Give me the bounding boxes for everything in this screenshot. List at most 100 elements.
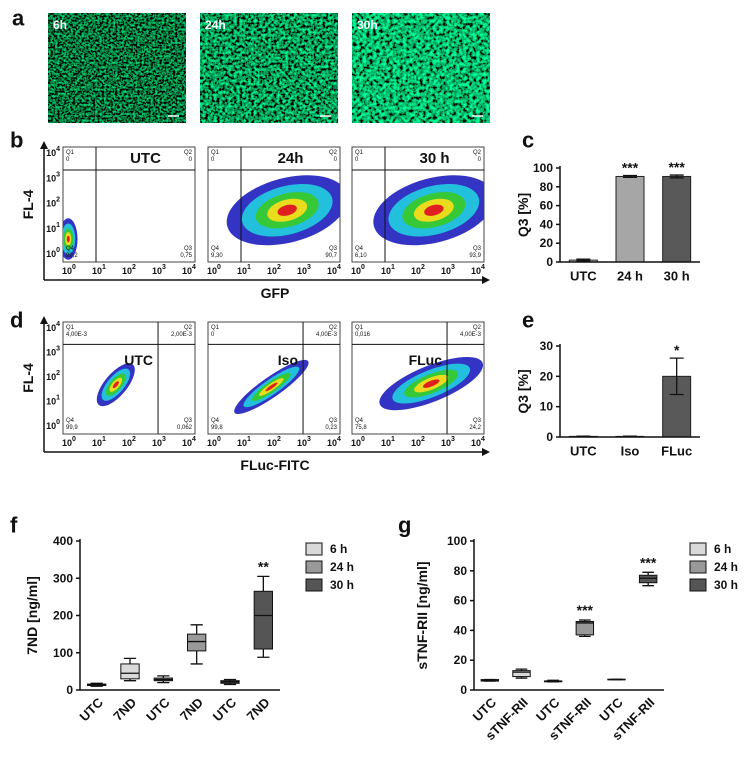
category-label: 7ND [244, 695, 273, 724]
tick-base: 10 [267, 438, 277, 448]
category-label: 30 h [664, 269, 690, 284]
image-label: 24h [205, 18, 226, 32]
tick-base: 10 [297, 438, 307, 448]
tick-base: 10 [46, 323, 56, 333]
error-bar [623, 174, 637, 179]
quadrant-value: 0 [189, 157, 193, 163]
density [226, 175, 340, 246]
tick-exponent: 4 [192, 264, 196, 271]
tick-base: 10 [471, 266, 481, 276]
panel-label: b [10, 128, 23, 153]
y-tick-label: 0 [66, 683, 73, 697]
quadrant-name: Q2 [329, 150, 338, 156]
quadrant-name: Q3 [473, 418, 482, 424]
tick-base: 10 [46, 173, 56, 183]
quadrant-value: 2,00E-3 [171, 332, 193, 338]
box [120, 663, 140, 680]
box [187, 633, 207, 652]
tick-base: 10 [441, 266, 451, 276]
y-tick-label: 10 [540, 400, 554, 414]
tick-exponent: 3 [162, 436, 166, 443]
panel-label: g [398, 513, 411, 538]
quadrant-value: 90,7 [325, 253, 337, 259]
tick-exponent: 2 [56, 196, 60, 203]
x-tick-label: 103 [441, 436, 455, 449]
significance: *** [577, 602, 594, 618]
x-axis-label: GFP [261, 285, 290, 301]
legend-label: 30 h [714, 578, 738, 592]
tick-base: 10 [471, 438, 481, 448]
x-tick-label: 104 [471, 264, 485, 277]
x-tick-label: 104 [327, 436, 341, 449]
error-bar [576, 258, 591, 262]
legend-label: 24 h [330, 560, 354, 574]
tick-base: 10 [46, 348, 56, 358]
tick-exponent: 0 [217, 264, 221, 271]
category-label: UTC [570, 269, 597, 284]
density-contour [277, 204, 297, 216]
tick-base: 10 [46, 148, 56, 158]
y-tick-label: 101 [46, 221, 60, 234]
y-tick-label: 0 [460, 683, 467, 697]
tick-base: 10 [92, 438, 102, 448]
quadrant-name: Q3 [473, 246, 482, 252]
tick-base: 10 [297, 266, 307, 276]
x-tick-label: 104 [327, 264, 341, 277]
category-label: UTC [570, 444, 597, 459]
x-tick-label: 103 [441, 264, 455, 277]
density [379, 357, 484, 411]
tick-exponent: 2 [421, 436, 425, 443]
y-tick-label: 0 [546, 430, 553, 444]
y-tick-label: 100 [533, 161, 553, 175]
tick-exponent: 1 [56, 394, 60, 401]
x-tick-label: 104 [182, 436, 196, 449]
tick-exponent: 1 [391, 264, 395, 271]
y-tick-label: 20 [540, 369, 554, 383]
quadrant-value: 0 [334, 157, 338, 163]
y-tick-label: 102 [46, 370, 60, 383]
quadrant-value: 24,2 [469, 425, 481, 431]
x-tick-label: 100 [62, 264, 76, 277]
y-tick-label: 100 [46, 419, 60, 432]
y-tick-label: 400 [53, 534, 73, 548]
plot-title: Iso [278, 352, 298, 368]
quadrant-name: Q4 [211, 246, 220, 252]
quadrant-value: 75,8 [355, 425, 367, 431]
panel-label: f [10, 513, 18, 538]
micrograph [352, 13, 490, 123]
flow-plot [62, 146, 196, 263]
x-axis-label: FLuc-FITC [240, 457, 309, 473]
tick-base: 10 [207, 438, 217, 448]
quadrant-name: Q4 [66, 246, 75, 252]
y-tick-label: 40 [454, 623, 468, 637]
x-tick-label: 101 [381, 264, 395, 277]
category-label: 7ND [110, 695, 139, 724]
quadrant-name: Q3 [329, 246, 338, 252]
tick-base: 10 [237, 266, 247, 276]
quadrant-value: 0,016 [355, 332, 371, 338]
legend-label: 6 h [330, 542, 347, 556]
density-contour [112, 381, 119, 389]
y-tick-label: 30 [540, 339, 554, 353]
micrograph [48, 13, 186, 123]
tick-base: 10 [267, 266, 277, 276]
y-tick-label: 20 [454, 653, 468, 667]
quadrant-name: Q2 [473, 150, 482, 156]
y-axis-label: 7ND [ng/ml] [24, 576, 40, 655]
arrow-head [482, 448, 490, 456]
tick-exponent: 2 [132, 436, 136, 443]
y-tick-label: 103 [46, 345, 60, 358]
y-tick-label: 102 [46, 196, 60, 209]
tick-base: 10 [381, 438, 391, 448]
panel-label: a [12, 6, 25, 31]
x-tick-label: 101 [92, 264, 106, 277]
y-tick-label: 20 [540, 236, 554, 250]
box [253, 590, 274, 650]
density [373, 175, 484, 246]
tick-exponent: 4 [56, 146, 60, 153]
tick-base: 10 [62, 266, 72, 276]
quadrant-value: 0,062 [177, 425, 193, 431]
category-label: UTC [76, 694, 106, 724]
legend-label: 30 h [330, 578, 354, 592]
